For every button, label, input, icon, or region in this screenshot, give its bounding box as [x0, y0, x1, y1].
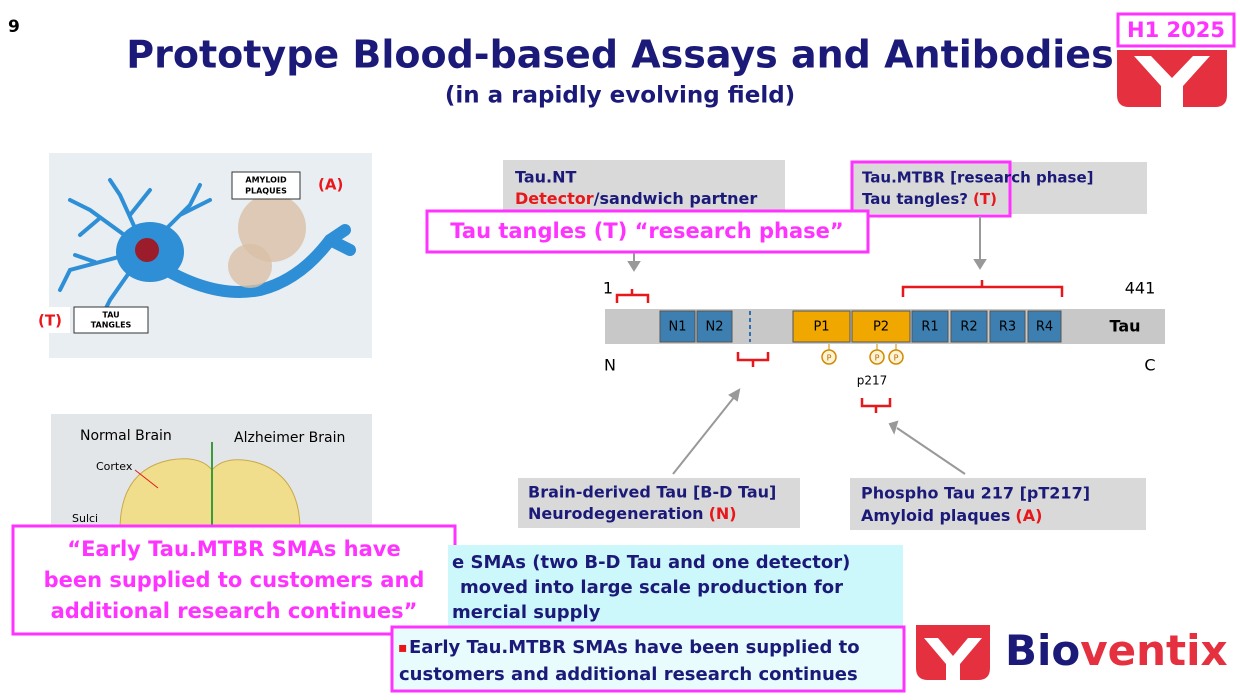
phospho-site — [869, 349, 885, 365]
domains: N1 N2 P1 P2 R1 R2 R3 R4 P P P — [659, 310, 1062, 365]
domain — [950, 310, 988, 343]
logo-icon — [916, 625, 990, 680]
domain — [989, 310, 1026, 343]
domain — [659, 310, 696, 343]
tangles-code: (T) — [38, 312, 62, 330]
end: 441 — [1125, 279, 1156, 298]
alzheimer-brain: Alzheimer Brain — [234, 430, 345, 446]
partner: /sandwich partner — [594, 189, 758, 208]
domain — [851, 310, 911, 343]
plaque — [228, 244, 272, 288]
tangles: Tau tangles? — [862, 190, 968, 208]
logo-part: Bio — [1005, 626, 1080, 675]
tau-nt-title: Tau.NT — [515, 168, 577, 187]
phospho-label: P — [827, 354, 832, 363]
normal-brain: Normal Brain — [80, 428, 172, 444]
tau-nt-box — [503, 160, 785, 215]
domain-label: P2 — [873, 320, 889, 335]
start: 1 — [603, 279, 613, 298]
quote-line: additional research continues” — [51, 599, 418, 623]
tau-mtbr-title: Tau.MTBR [research phase] — [862, 169, 1094, 187]
domain — [696, 310, 733, 343]
status-line: moved into large scale production for — [460, 577, 843, 598]
neuro: Neurodegeneration — [528, 504, 704, 523]
brain — [119, 458, 301, 531]
label-box — [231, 171, 301, 200]
arrows — [627, 216, 987, 475]
domain-label: P1 — [813, 320, 829, 335]
pt217-title: Phospho Tau 217 [pT217] — [861, 484, 1090, 503]
tangles-label: TANGLES — [91, 321, 132, 330]
tau-mtbr-box — [852, 162, 1147, 214]
callout: Tau tangles (T) “research phase” — [450, 219, 843, 243]
phospho-label: P — [894, 354, 899, 363]
badge: H1 2025 — [1127, 18, 1225, 42]
domain-label: R4 — [1036, 320, 1053, 335]
quote-line: “Early Tau.MTBR SMAs have — [67, 537, 400, 561]
domain — [911, 310, 949, 343]
phospho-site — [821, 349, 837, 365]
slide-number: 9 — [8, 17, 20, 37]
neuron — [58, 178, 356, 322]
c-term: C — [1144, 356, 1155, 375]
brackets — [615, 280, 1064, 413]
bd-tau-title: Brain-derived Tau [B-D Tau] — [528, 483, 776, 502]
plaques-label: PLAQUES — [245, 187, 287, 196]
site: p217 — [857, 374, 888, 388]
bullet-box — [390, 625, 906, 693]
domain-label: R2 — [960, 320, 977, 335]
logo-text: Bioventix — [1005, 626, 1228, 675]
subtitle: (in a rapidly evolving field) — [445, 83, 795, 109]
domain-label: R1 — [921, 320, 938, 335]
label-box — [73, 306, 149, 334]
domain-label: N1 — [669, 320, 687, 335]
detector: Detector — [515, 189, 594, 208]
nucleus — [135, 238, 159, 262]
quote-line: been supplied to customers and — [44, 568, 425, 592]
status-box — [448, 545, 903, 628]
logo-icon — [1117, 50, 1227, 107]
badge-box — [1116, 12, 1236, 48]
bd-tau-box — [518, 478, 800, 528]
pt217-box — [850, 478, 1146, 530]
title: Prototype Blood-based Assays and Antibod… — [126, 33, 1113, 77]
phospho-label: P — [875, 354, 880, 363]
sulci: Sulci — [72, 512, 98, 525]
tau-nt-text: Detector/sandwich partner — [515, 189, 757, 208]
highlight-frame — [850, 160, 1012, 218]
domain-label: R3 — [999, 320, 1016, 335]
callout-box — [425, 209, 870, 254]
status-line: e SMAs (two B-D Tau and one detector) — [452, 552, 850, 573]
bullet-line: customers and additional research contin… — [399, 664, 858, 685]
bd-tau-text: Neurodegeneration (N) — [528, 504, 737, 523]
n-term: N — [604, 356, 616, 375]
label-box — [28, 307, 70, 333]
status-line: mercial supply — [452, 602, 601, 623]
domain-label: N2 — [706, 320, 724, 335]
protein-name: Tau — [1109, 317, 1140, 336]
plaques-label: AMYLOID — [245, 176, 287, 185]
cortex: Cortex — [96, 460, 133, 473]
tau-mtbr-text: Tau tangles? (T) — [862, 190, 997, 208]
domain — [1027, 310, 1062, 343]
code: (A) — [1015, 506, 1042, 525]
bullet-line: Early Tau.MTBR SMAs have been supplied t… — [409, 637, 860, 658]
pointer — [134, 469, 159, 489]
plaques-code: (A) — [318, 176, 343, 194]
domain — [792, 310, 851, 343]
amyloid: Amyloid plaques — [861, 506, 1010, 525]
phospho-site — [888, 349, 904, 365]
pt217-text: Amyloid plaques (A) — [861, 506, 1042, 525]
tangles-label: TAU — [102, 311, 119, 320]
code: (N) — [709, 504, 737, 523]
quote-box — [11, 524, 457, 636]
bullet-marker: ▪ — [398, 640, 408, 656]
code: (T) — [973, 190, 997, 208]
logo-part: ventix — [1080, 626, 1227, 675]
